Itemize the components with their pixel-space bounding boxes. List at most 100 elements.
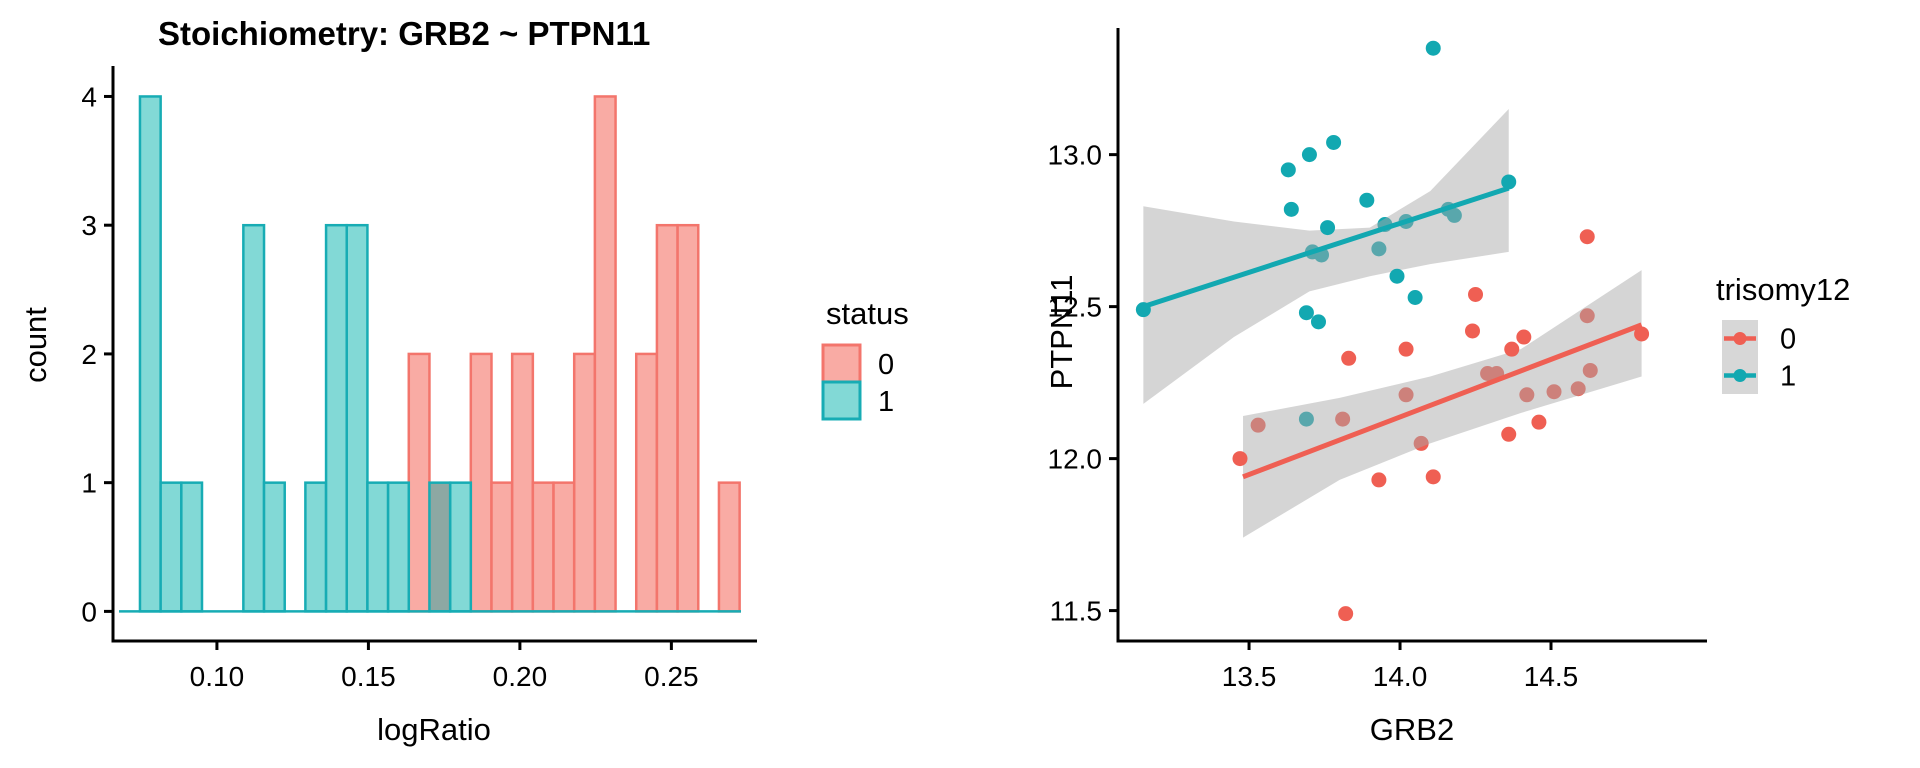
scatter-point: [1371, 241, 1387, 257]
histogram-bar: [655, 223, 679, 613]
left-yaxis-title: count: [18, 307, 53, 383]
scatter-point: [1359, 192, 1375, 208]
legend-status-key-swatch: [821, 380, 862, 421]
left-y-tick-label: 2: [81, 339, 97, 370]
scatter-point: [1464, 323, 1480, 339]
scatter-point: [1516, 329, 1532, 345]
scatter-point: [1501, 174, 1517, 190]
histogram-bar: [407, 352, 431, 613]
histogram-bar: [428, 481, 452, 613]
right-x-tick-label: 14.0: [1373, 661, 1428, 692]
left-x-tick-label: 0.15: [341, 661, 396, 692]
scatter-point: [1335, 411, 1351, 427]
scatter-point: [1504, 341, 1520, 357]
left-y-tick-label: 3: [81, 210, 97, 241]
legend-status-key-swatch: [821, 343, 862, 384]
histogram-bar: [448, 481, 473, 613]
histogram-bar: [531, 481, 555, 613]
scatter-point: [1280, 162, 1296, 178]
scatter-point: [1570, 381, 1586, 397]
scatter-point: [1135, 302, 1151, 318]
right-y-tick-label: 12.0: [1048, 444, 1103, 475]
scatter-point: [1338, 606, 1354, 622]
scatter-point: [1326, 134, 1342, 150]
right-y-tick-label: 12.5: [1048, 292, 1103, 323]
left-y-tick-label: 4: [81, 81, 97, 112]
scatter-point: [1398, 341, 1414, 357]
legend-status-keys: 01: [821, 343, 894, 421]
left-x-tick-label: 0.10: [190, 661, 245, 692]
histogram-bar: [304, 481, 328, 613]
legend-trisomy12-key-label: 1: [1780, 361, 1796, 393]
scatter-point: [1232, 451, 1248, 467]
histogram-bar: [159, 481, 183, 613]
legend-trisomy12-title: trisomy12: [1716, 272, 1850, 307]
left-y-tick-label: 1: [81, 468, 97, 499]
histogram-bar: [386, 481, 411, 613]
right-y-tick-label: 11.5: [1050, 596, 1102, 627]
scatter-point: [1413, 435, 1429, 451]
right-x-tick-label: 13.5: [1222, 661, 1277, 692]
histogram-bar: [717, 481, 741, 613]
confidence-band: [1243, 270, 1642, 538]
histogram-bar: [324, 223, 348, 613]
legend-status-key-label: 0: [878, 349, 894, 381]
histogram-bar: [242, 223, 266, 613]
scatter-point: [1341, 350, 1357, 366]
histogram-bar: [676, 223, 700, 613]
scatter-point: [1501, 426, 1517, 442]
histogram-bar: [510, 352, 535, 613]
scatter-point: [1310, 314, 1326, 330]
legend-trisomy12-key-label: 0: [1780, 324, 1796, 356]
legend-trisomy12: trisomy12 01: [1716, 272, 1850, 394]
left-xaxis-title: logRatio: [377, 712, 491, 747]
histogram-bar: [593, 95, 617, 613]
histogram-bar: [262, 481, 286, 613]
histogram-bar: [572, 352, 597, 613]
scatter-point: [1579, 229, 1595, 245]
right-xaxis-title: GRB2: [1370, 712, 1454, 747]
histogram-bar: [345, 223, 369, 613]
scatter-point: [1301, 147, 1317, 163]
left-x-tick-label: 0.20: [493, 661, 548, 692]
scatter-point: [1425, 469, 1441, 485]
scatter-point: [1468, 286, 1484, 302]
scatter-point: [1634, 326, 1650, 342]
scatter-point: [1250, 417, 1266, 433]
legend-trisomy12-key-dot: [1733, 332, 1747, 345]
histogram-bar: [469, 352, 493, 613]
legend-trisomy12-keys: 01: [1722, 320, 1796, 394]
histogram-bar: [180, 481, 204, 613]
scatter-point: [1531, 414, 1547, 430]
right-x-tick-label: 14.5: [1524, 661, 1579, 692]
scatter-point: [1446, 207, 1462, 223]
scatter-point: [1582, 362, 1598, 378]
legend-status-key-label: 1: [878, 386, 894, 418]
scatter-point: [1298, 411, 1314, 427]
histogram-bar: [552, 481, 576, 613]
legend-trisomy12-key-dot: [1733, 369, 1747, 382]
scatter-point: [1407, 290, 1423, 306]
legend-status-title: status: [826, 296, 909, 331]
right-y-tick-label: 13.0: [1048, 140, 1103, 171]
scatter-point: [1320, 220, 1336, 236]
confidence-band: [1143, 109, 1509, 404]
scatter-point: [1398, 387, 1414, 403]
histogram-bar: [634, 352, 659, 613]
scatter-panel: 11.5 12.0 12.5 13.0 13.5 14.0 14.5: [1048, 28, 1707, 692]
histogram-bar: [138, 95, 162, 613]
scatter-point: [1371, 472, 1387, 488]
scatter-point: [1579, 308, 1595, 324]
legend-status: status 01: [821, 296, 909, 421]
left-y-tick-label: 0: [81, 596, 97, 627]
trend-line: [1242, 322, 1643, 480]
scatter-point: [1519, 387, 1535, 403]
histogram-panel: 0 1 2 3 4 0.10 0.15 0.20 0.25: [81, 66, 757, 692]
histogram-bar: [366, 481, 390, 613]
left-x-tick-label: 0.25: [644, 661, 699, 692]
right-yaxis-title: PTPN11: [1044, 275, 1079, 390]
scatter-point: [1389, 268, 1405, 284]
histogram-bar: [490, 481, 514, 613]
